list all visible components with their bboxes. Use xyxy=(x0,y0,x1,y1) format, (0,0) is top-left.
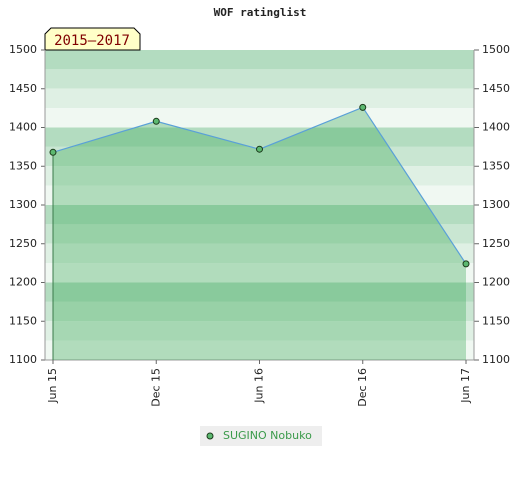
y2-tick-label: 1350 xyxy=(482,159,510,172)
annotation: 2015–2017 xyxy=(54,33,130,49)
band xyxy=(45,166,474,186)
y-tick-label: 1200 xyxy=(9,276,37,289)
legend-box xyxy=(200,426,322,446)
y-tick-label: 1300 xyxy=(9,198,37,211)
annotation-box xyxy=(44,27,141,51)
y-tick-label: 1400 xyxy=(9,121,37,134)
band xyxy=(45,224,474,244)
band xyxy=(45,321,474,341)
area xyxy=(53,107,466,360)
band xyxy=(45,88,474,109)
band xyxy=(45,243,474,264)
point xyxy=(359,103,367,111)
band xyxy=(45,69,474,89)
point xyxy=(49,148,57,156)
y2-tick-label: 1450 xyxy=(482,82,510,95)
point xyxy=(152,117,160,125)
legend-label: SUGINO Nobuko xyxy=(223,429,312,442)
y2-tick-label: 1150 xyxy=(482,314,510,327)
y-tick-label: 1250 xyxy=(9,237,37,250)
legend-marker xyxy=(206,432,214,440)
y2-tick-label: 1250 xyxy=(482,237,510,250)
background xyxy=(45,50,474,360)
point xyxy=(462,260,470,268)
x-tick-label: Dec 16 xyxy=(356,368,369,407)
band xyxy=(45,108,474,128)
point xyxy=(256,145,263,153)
y-tick-label: 1150 xyxy=(9,314,37,327)
x-tick-label: Jun 17 xyxy=(459,368,472,404)
y-tick-label: 1100 xyxy=(9,353,37,366)
chart-title: WOF ratinglist xyxy=(214,6,307,19)
band xyxy=(45,185,474,205)
band xyxy=(45,205,474,225)
band xyxy=(45,301,474,322)
band xyxy=(45,127,474,147)
y-tick-label: 1500 xyxy=(9,43,37,56)
y2-tick-label: 1200 xyxy=(482,276,510,289)
y2-tick-label: 1400 xyxy=(482,121,510,134)
y2-tick-label: 1300 xyxy=(482,198,510,211)
y-tick-label: 1450 xyxy=(9,82,37,95)
band xyxy=(45,50,474,70)
band xyxy=(45,340,474,360)
band xyxy=(45,146,474,167)
y-tick-label: 1350 xyxy=(9,159,37,172)
x-tick-label: Dec 15 xyxy=(149,368,162,407)
x-tick-label: Jun 16 xyxy=(253,368,266,404)
y2-tick-label: 1500 xyxy=(482,43,510,56)
band xyxy=(45,263,474,283)
y2-tick-label: 1100 xyxy=(482,353,510,366)
band xyxy=(45,282,474,302)
x-tick-label: Jun 15 xyxy=(46,368,59,404)
